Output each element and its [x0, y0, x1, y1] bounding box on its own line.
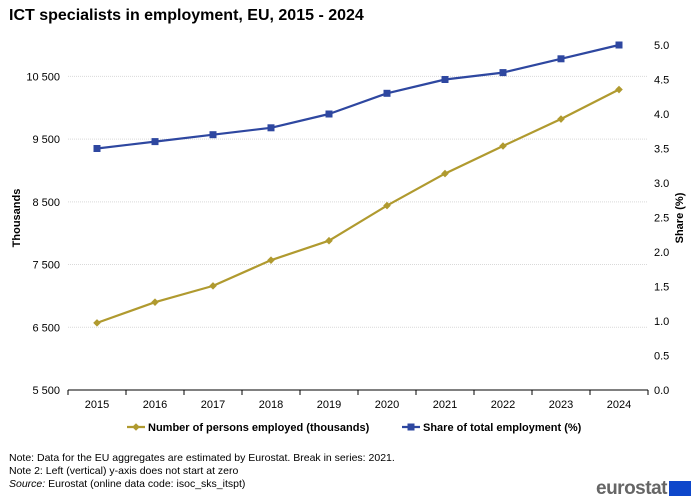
series-1-point — [209, 282, 217, 290]
series-2-point — [557, 55, 565, 63]
right-tick-label: 4.5 — [654, 75, 669, 87]
series-1-point — [441, 169, 449, 178]
x-axis-ticks: 2015 2016 2017 2018 2019 2020 2021 2022 2023 2024 — [67, 389, 649, 411]
left-axis-ticks: 5 500 6 500 7 500 8 500 9 500 10 500 — [26, 71, 60, 397]
series-line-2 — [96, 43, 620, 150]
x-tick-label: 2020 — [375, 399, 399, 411]
right-axis-label: Share (%) — [674, 192, 686, 243]
left-tick-label: 5 500 — [32, 385, 60, 397]
series-layer — [93, 41, 623, 327]
series-2-point — [93, 145, 101, 152]
left-axis-label: Thousands — [11, 189, 23, 248]
series-1-point — [93, 319, 101, 327]
x-tick-label: 2016 — [143, 399, 167, 411]
series-2-point — [383, 89, 391, 97]
x-tick-label: 2021 — [433, 399, 457, 411]
legend-marker-1 — [132, 423, 140, 431]
right-tick-label: 2.0 — [654, 247, 669, 259]
x-tick-label: 2022 — [491, 399, 515, 411]
left-tick-label: 10 500 — [26, 71, 60, 83]
legend-label-1: Number of persons employed (thousands) — [148, 422, 370, 434]
gridlines — [68, 75, 648, 328]
left-tick-label: 6 500 — [32, 322, 60, 334]
series-2-point — [267, 124, 275, 132]
series-1-point — [383, 201, 391, 210]
chart-title: ICT specialists in employment, EU, 2015 … — [9, 7, 364, 24]
legend-marker-2 — [407, 423, 415, 431]
left-tick-label: 8 500 — [32, 197, 60, 209]
right-tick-label: 1.5 — [654, 282, 669, 294]
note-1: Note: Data for the EU aggregates are est… — [9, 452, 395, 464]
right-tick-label: 5.0 — [654, 40, 669, 52]
series-1-point — [615, 85, 623, 94]
right-tick-label: 1.0 — [654, 316, 669, 328]
right-tick-label: 0.0 — [654, 385, 669, 397]
series-1-point — [557, 115, 565, 123]
legend: Number of persons employed (thousands) Sh… — [127, 422, 582, 434]
right-tick-label: 0.5 — [654, 351, 669, 363]
series-1-point — [151, 298, 159, 306]
series-1-point — [267, 256, 275, 264]
note-2: Note 2: Left (vertical) y-axis does not … — [9, 465, 239, 477]
series-2-point — [615, 41, 623, 49]
series-line-1 — [96, 88, 620, 324]
series-2-point — [325, 110, 333, 118]
right-tick-label: 2.5 — [654, 213, 669, 225]
series-2-point — [441, 76, 449, 83]
left-tick-label: 9 500 — [32, 134, 60, 146]
right-tick-label: 3.0 — [654, 178, 669, 190]
x-tick-label: 2017 — [201, 399, 225, 411]
series-1-point — [499, 142, 507, 150]
x-tick-label: 2023 — [549, 399, 573, 411]
x-tick-label: 2015 — [85, 399, 109, 411]
series-2-point — [209, 131, 217, 139]
right-tick-label: 3.5 — [654, 144, 669, 156]
series-2-point — [499, 69, 507, 77]
source-text: Eurostat (online data code: isoc_sks_its… — [45, 478, 246, 490]
left-tick-label: 7 500 — [32, 260, 60, 272]
x-tick-label: 2024 — [607, 399, 631, 411]
legend-label-2: Share of total employment (%) — [423, 422, 582, 434]
source-label: Source: — [9, 478, 46, 490]
x-tick-label: 2018 — [259, 399, 283, 411]
line-chart: 5 500 6 500 7 500 8 500 9 500 10 500 0.0 0.5 1.… — [11, 40, 686, 434]
series-2-point — [151, 138, 159, 146]
source-line: Source: Eurostat (online data code: isoc… — [9, 478, 245, 490]
right-axis-ticks: 0.0 0.5 1.0 1.5 2.0 2.5 3.0 3.5 4.0 4.5 5.0 — [654, 40, 669, 397]
x-tick-label: 2019 — [317, 399, 341, 411]
eurostat-logo: eurostat — [596, 478, 667, 499]
series-1-point — [325, 236, 333, 245]
right-tick-label: 4.0 — [654, 109, 669, 121]
eu-flag-icon — [669, 481, 691, 496]
